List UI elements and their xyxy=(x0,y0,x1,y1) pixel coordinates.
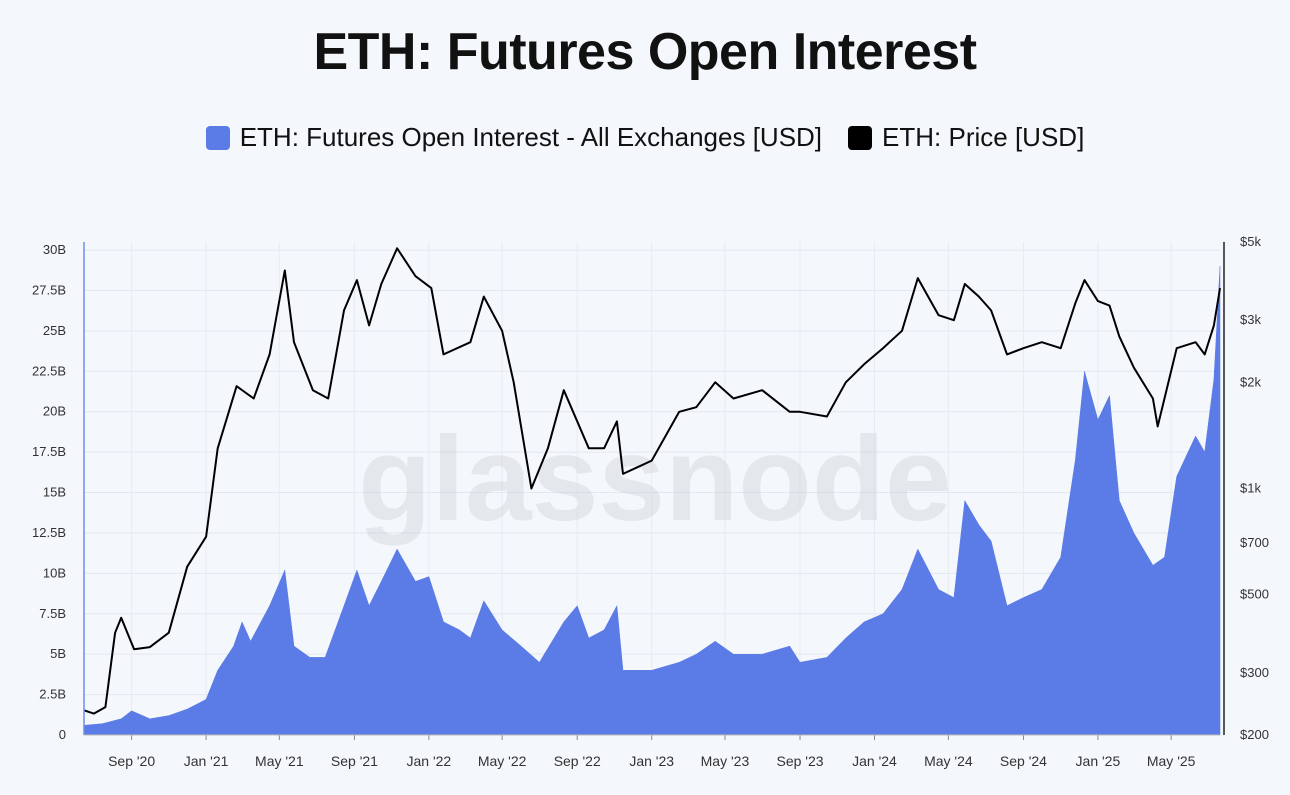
y-left-tick-label: 2.5B xyxy=(39,687,66,702)
x-tick-label: May '25 xyxy=(1147,753,1196,769)
x-tick-label: Sep '20 xyxy=(108,753,155,769)
series-open-interest-area xyxy=(83,266,1221,736)
x-tick-label: Sep '24 xyxy=(1000,753,1047,769)
y-left-tick-label: 20B xyxy=(43,404,66,419)
y-right-tick-label: $700 xyxy=(1240,535,1269,550)
x-tick-label: Jan '24 xyxy=(852,753,897,769)
x-tick-label: Jan '23 xyxy=(629,753,674,769)
y-left-tick-label: 7.5B xyxy=(39,606,66,621)
x-tick-label: Sep '22 xyxy=(554,753,601,769)
y-left-tick-label: 12.5B xyxy=(32,525,66,540)
x-tick-label: May '21 xyxy=(255,753,304,769)
y-left-tick-label: 15B xyxy=(43,485,66,500)
x-tick-label: May '23 xyxy=(701,753,750,769)
y-right-tick-label: $500 xyxy=(1240,587,1269,602)
y-right-tick-label: $5k xyxy=(1240,234,1261,249)
y-left-tick-label: 25B xyxy=(43,323,66,338)
legend-swatch-price xyxy=(848,125,873,150)
series-layer xyxy=(83,247,1221,736)
legend-item-open-interest[interactable]: ETH: Futures Open Interest - All Exchang… xyxy=(205,122,823,153)
y-left-tick-label: 27.5B xyxy=(32,282,66,297)
legend-label-price: ETH: Price [USD] xyxy=(882,122,1085,152)
x-tick-label: Jan '21 xyxy=(184,753,229,769)
legend-item-price[interactable]: ETH: Price [USD] xyxy=(848,122,1084,153)
x-tick-label: May '22 xyxy=(478,753,527,769)
y-left-tick-label: 22.5B xyxy=(32,363,66,378)
y-left-tick-label: 30B xyxy=(43,242,66,257)
chart-title: ETH: Futures Open Interest xyxy=(313,23,977,81)
y-right-tick-label: $3k xyxy=(1240,312,1261,327)
axes: 0 2.5B 5B 7.5B 10B 12.5B 15B 17.5B 20B 22.5B 25B 27… xyxy=(32,234,1269,769)
watermark: glassnode xyxy=(358,412,952,546)
y-right-tick-label: $2k xyxy=(1240,374,1261,389)
y-left-tick-label: 0 xyxy=(59,727,66,742)
legend-swatch-open-interest xyxy=(205,125,230,150)
x-tick-label: May '24 xyxy=(924,753,973,769)
x-tick-label: Sep '21 xyxy=(331,753,378,769)
y-left-tick-label: 5B xyxy=(50,646,66,661)
series-price-line xyxy=(83,247,1221,715)
legend-label-open-interest: ETH: Futures Open Interest - All Exchang… xyxy=(239,122,823,152)
y-left-tick-label: 17.5B xyxy=(32,444,66,459)
y-right-tick-label: $200 xyxy=(1240,727,1269,742)
legend: ETH: Futures Open Interest - All Exchang… xyxy=(0,122,1290,153)
y-right-tick-label: $300 xyxy=(1240,665,1269,680)
x-tick-label: Jan '22 xyxy=(407,753,452,769)
x-tick-label: Jan '25 xyxy=(1076,753,1121,769)
y-right-tick-label: $1k xyxy=(1240,481,1261,496)
x-tick-label: Sep '23 xyxy=(777,753,824,769)
y-left-tick-label: 10B xyxy=(43,565,66,580)
